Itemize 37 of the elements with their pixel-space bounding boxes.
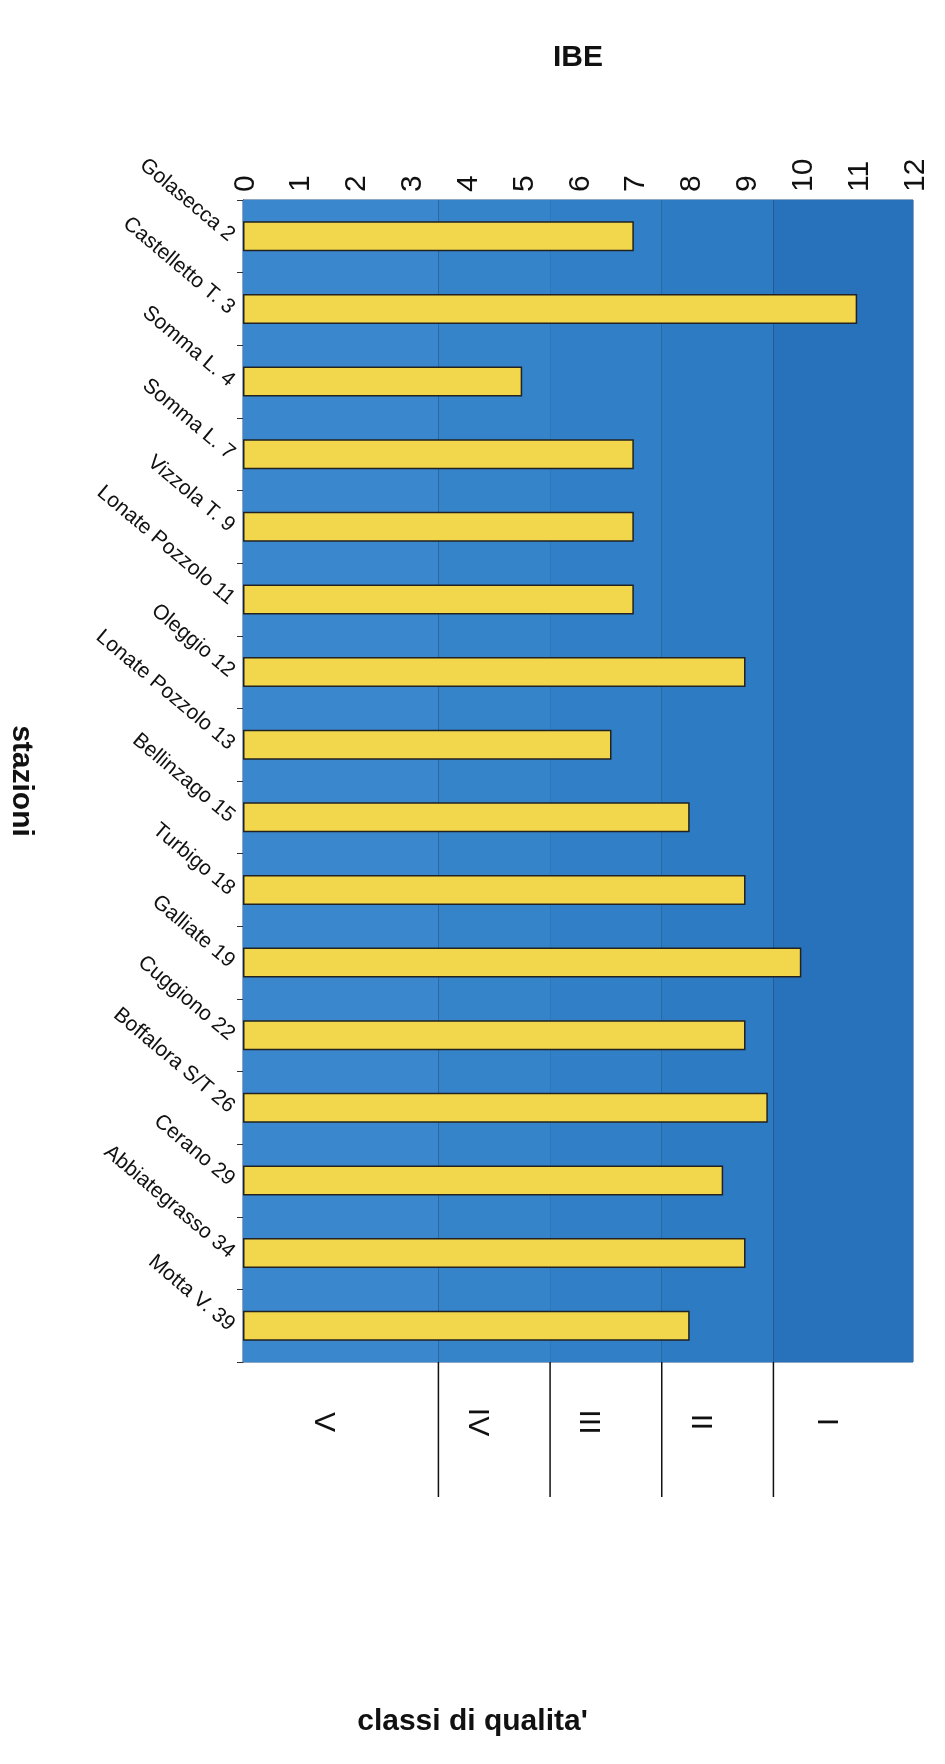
- bar: [243, 947, 802, 978]
- band-label: I: [811, 1417, 845, 1427]
- bar: [243, 366, 523, 397]
- x-tick-label: 0: [226, 175, 260, 192]
- x-tick-label: 2: [338, 175, 372, 192]
- x-tick-label: 8: [673, 175, 707, 192]
- x-tick-label: 6: [561, 175, 595, 192]
- bar: [243, 221, 634, 252]
- bar: [243, 657, 746, 688]
- x-tick-label: 3: [394, 175, 427, 192]
- x-tick-label: 4: [449, 175, 483, 192]
- bar: [243, 511, 634, 542]
- bar: [243, 802, 690, 833]
- x-tick-label: 10: [784, 158, 818, 192]
- bar: [243, 1020, 746, 1051]
- band-label: II: [686, 1413, 720, 1431]
- bar: [243, 293, 858, 324]
- bar: [243, 439, 634, 470]
- x-tick-label: 12: [896, 158, 930, 192]
- x-tick-label: 5: [505, 175, 539, 192]
- text: classi di qualita': [357, 1702, 588, 1736]
- bar: [243, 584, 634, 615]
- x-tick-label: 9: [729, 175, 762, 192]
- bar: [243, 1165, 724, 1196]
- band-label: IV: [462, 1407, 496, 1437]
- bar: [243, 1092, 768, 1123]
- y-axis-title: stazioni: [6, 725, 40, 837]
- bar: [243, 1310, 690, 1341]
- bar: [243, 874, 746, 905]
- x-tick-label: 1: [282, 175, 316, 192]
- band-label: V: [309, 1411, 343, 1433]
- x-tick-label: 7: [617, 175, 651, 192]
- bar: [243, 1238, 746, 1269]
- bar: [243, 729, 612, 760]
- x-axis-title: IBE: [552, 38, 604, 72]
- x-tick-label: 11: [840, 160, 874, 192]
- band-label: III: [574, 1409, 608, 1435]
